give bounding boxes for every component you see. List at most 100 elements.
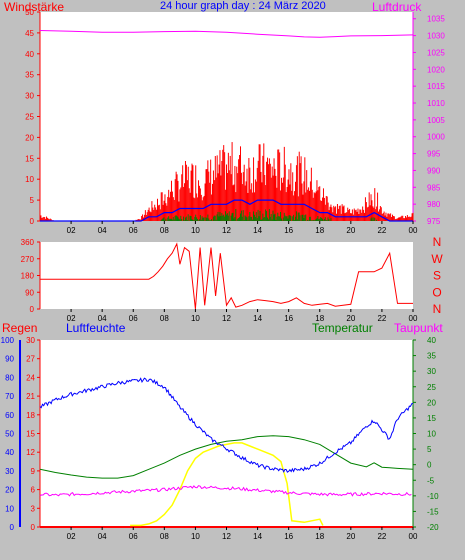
temperature-axis-tick-label: 30 [427, 367, 436, 376]
wind-x-axis-tick-label: 14 [253, 226, 262, 235]
wind-x-axis-tick-label: 04 [98, 226, 107, 235]
humidity-axis-tick-label: 0 [10, 523, 15, 532]
pressure-axis-tick-label: 995 [427, 150, 441, 159]
wind-average-line [40, 199, 413, 222]
direction-x-axis-tick-label: 12 [222, 314, 231, 323]
rain-axis-tick-label: 21 [26, 392, 35, 401]
climate-x-axis-tick-label: 20 [346, 532, 355, 541]
climate-x-axis-tick-label: 02 [67, 532, 76, 541]
pressure-axis-tick-label: 1025 [427, 48, 445, 57]
wind-axis-tick-label: 0 [30, 217, 35, 226]
direction-x-axis-tick-label: 04 [98, 314, 107, 323]
direction-x-axis-tick-label: 08 [160, 314, 169, 323]
humidity-axis-tick-label: 70 [5, 392, 14, 401]
direction-x-axis-tick-label: 10 [191, 314, 200, 323]
direction-x-axis-tick-label: 16 [284, 314, 293, 323]
wind-direction-line [40, 242, 413, 310]
wind-axis-tick-label: 35 [25, 71, 34, 80]
wind-axis-tick-label: 10 [25, 175, 34, 184]
temperature-axis-tick-label: 40 [427, 336, 436, 345]
solar-line [130, 442, 324, 527]
temperature-axis-tick-label: 0 [427, 461, 432, 470]
rain-axis-tick-label: 9 [31, 467, 36, 476]
compass-letter-label: N [433, 302, 442, 316]
wind-axis-tick-label: 15 [25, 154, 34, 163]
direction-axis-tick-label: 90 [25, 288, 34, 297]
climate-x-axis-tick-label: 04 [98, 532, 107, 541]
temperature-line [39, 435, 414, 479]
rain-axis-tick-label: 6 [31, 486, 36, 495]
rain-axis-tick-label: 30 [26, 336, 35, 345]
direction-x-axis-tick-label: 22 [377, 314, 386, 323]
temperature-axis-tick-label: 35 [427, 352, 436, 361]
pressure-axis-tick-label: 1000 [427, 133, 445, 142]
wind-x-axis-tick-label: 18 [315, 226, 324, 235]
wind-x-axis-tick-label: 12 [222, 226, 231, 235]
humidity-axis-tick-label: 90 [5, 355, 14, 364]
temperature-axis-tick-label: 25 [427, 383, 436, 392]
direction-axis-tick-label: 0 [30, 305, 35, 314]
pressure-line [39, 30, 414, 38]
wind-direction-plot-area [40, 242, 413, 309]
wind-axis-tick-label: 5 [30, 196, 35, 205]
humidity-axis-tick-label: 40 [5, 448, 14, 457]
humidity-axis-tick-label: 80 [5, 373, 14, 382]
dewpoint-axis-label: Taupunkt [394, 321, 443, 335]
pressure-axis-tick-label: 1015 [427, 82, 445, 91]
pressure-axis-tick-label: 1035 [427, 15, 445, 24]
direction-axis-tick-label: 270 [21, 255, 35, 264]
wind-x-axis-tick-label: 06 [129, 226, 138, 235]
compass-letter-label: S [433, 269, 441, 283]
compass-letter-label: O [432, 285, 441, 299]
climate-x-axis-tick-label: 22 [377, 532, 386, 541]
climate-x-axis-tick-label: 18 [315, 532, 324, 541]
direction-x-axis-tick-label: 02 [67, 314, 76, 323]
humidity-axis-tick-label: 10 [5, 504, 14, 513]
pressure-axis-tick-label: 975 [427, 217, 441, 226]
rain-axis-tick-label: 12 [26, 448, 35, 457]
rain-axis-tick-label: 24 [26, 373, 35, 382]
temperature-axis-tick-label: 20 [427, 398, 436, 407]
wind-axis-tick-label: 45 [25, 29, 34, 38]
wind-axis-tick-label: 30 [25, 92, 34, 101]
rain-axis-label: Regen [2, 321, 38, 335]
rain-axis-tick-label: 15 [26, 430, 35, 439]
direction-x-axis-tick-label: 06 [129, 314, 138, 323]
humidity-axis-tick-label: 50 [5, 430, 14, 439]
climate-plot-area [40, 340, 413, 527]
climate-x-axis-tick-label: 14 [253, 532, 262, 541]
wind-x-axis-tick-label: 08 [160, 226, 169, 235]
temperature-axis-tick-label: -5 [427, 476, 435, 485]
climate-x-axis-tick-label: 00 [409, 532, 418, 541]
pressure-axis-tick-label: 985 [427, 183, 441, 192]
wind-x-axis-tick-label: 00 [409, 226, 418, 235]
pressure-axis-tick-label: 1010 [427, 99, 445, 108]
compass-letter-label: W [431, 252, 443, 266]
direction-axis-tick-label: 360 [21, 238, 35, 247]
chart-title: 24 hour graph day : 24 März 2020 [160, 0, 326, 12]
dewpoint-line [39, 485, 412, 497]
direction-x-axis-tick-label: 00 [409, 314, 418, 323]
pressure-axis-tick-label: 990 [427, 166, 441, 175]
direction-x-axis-tick-label: 14 [253, 314, 262, 323]
temperature-axis-label: Temperatur [312, 321, 373, 335]
temperature-axis-tick-label: 10 [427, 430, 436, 439]
direction-x-axis-tick-label: 20 [346, 314, 355, 323]
temperature-axis-tick-label: -10 [427, 492, 439, 501]
climate-x-axis-tick-label: 12 [222, 532, 231, 541]
humidity-axis-tick-label: 100 [1, 336, 15, 345]
rain-axis-tick-label: 0 [31, 523, 36, 532]
wind-axis-tick-label: 25 [25, 113, 34, 122]
temperature-axis-tick-label: -20 [427, 523, 439, 532]
wind-axis-label: Windstärke [4, 0, 65, 14]
wind-x-axis-tick-label: 20 [346, 226, 355, 235]
rain-axis-tick-label: 27 [26, 355, 35, 364]
rain-axis-tick-label: 18 [26, 411, 35, 420]
rain-axis-tick-label: 3 [31, 504, 36, 513]
wind-x-axis-tick-label: 16 [284, 226, 293, 235]
wind-axis-tick-label: 40 [25, 50, 34, 59]
pressure-axis-tick-label: 1020 [427, 65, 445, 74]
pressure-axis-tick-label: 1030 [427, 32, 445, 41]
wind-x-axis-tick-label: 10 [191, 226, 200, 235]
